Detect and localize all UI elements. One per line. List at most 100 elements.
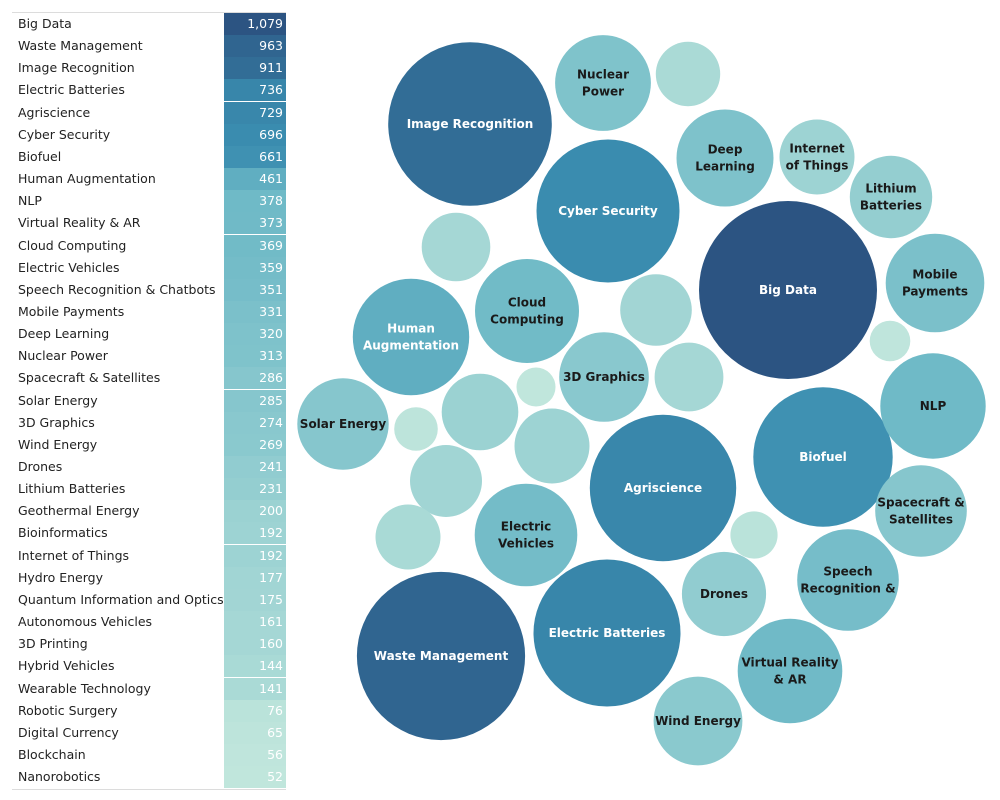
value-cell: 331 (224, 300, 286, 323)
row-label: Hydro Energy (18, 569, 103, 585)
row-value: 144 (259, 658, 283, 674)
value-cell: 52 (224, 766, 286, 789)
bubble-label-line: Drones (700, 587, 748, 601)
value-cell: 729 (224, 101, 286, 124)
bubble-label: Big Data (759, 283, 817, 297)
table-row: Lithium Batteries 231 (12, 478, 286, 501)
row-label: Drones (18, 459, 63, 474)
value-cell: 1,079 (224, 13, 286, 35)
table-row: Autonomous Vehicles 161 (12, 611, 286, 634)
row-label: Blockchain (18, 746, 86, 762)
bubble (352, 278, 470, 396)
table-row: Mobile Payments 331 (12, 300, 286, 323)
row-label: 3D Graphics (18, 414, 95, 430)
bubble-label-line: Solar Energy (300, 417, 387, 431)
bubble-label-line: Agriscience (624, 481, 702, 495)
row-label: Robotic Surgery (18, 702, 118, 718)
table-row: Virtual Reality & AR 373 (12, 212, 286, 235)
value-cell: 65 (224, 721, 286, 744)
row-value: 65 (267, 724, 283, 740)
bubble-label-line: Payments (902, 285, 968, 299)
bubble-label-line: Human (387, 322, 435, 336)
value-cell: 192 (224, 544, 286, 567)
table-row: Blockchain 56 (12, 743, 286, 766)
bubble (388, 42, 552, 206)
row-label: Nanorobotics (18, 769, 101, 785)
value-cell: 911 (224, 57, 286, 80)
value-cell: 241 (224, 456, 286, 478)
bubble (653, 676, 743, 766)
bubble (475, 259, 579, 363)
bubble-label: Virtual Reality & AR (741, 656, 838, 687)
row-label: Electric Vehicles (18, 259, 120, 275)
bubble-label: Cyber Security (558, 204, 658, 218)
bubble-label: Waste Management (374, 649, 509, 663)
row-label: Deep Learning (18, 326, 110, 342)
row-value: 461 (259, 171, 283, 187)
bubble (559, 332, 649, 422)
bubble (655, 41, 721, 107)
table-row: Speech Recognition & Chatbots 351 (12, 278, 286, 301)
value-cell: 461 (224, 168, 286, 191)
bubble-label-line: Spacecraft & (877, 496, 964, 510)
row-value: 141 (259, 680, 283, 696)
value-cell: 378 (224, 190, 286, 213)
value-cell: 359 (224, 256, 286, 279)
bubble-label-line: Electric Batteries (549, 626, 666, 640)
row-label: Autonomous Vehicles (18, 614, 153, 630)
table-row: Big Data 1,079 (12, 13, 286, 35)
bubble-label-line: of Things (786, 159, 849, 173)
value-cell: 696 (224, 123, 286, 146)
row-value: 241 (259, 459, 283, 474)
bubble-label: Deep Learning (695, 143, 755, 174)
bubble (410, 445, 482, 517)
row-label: Cyber Security (18, 126, 111, 142)
bubble (681, 551, 767, 637)
bubble (620, 274, 692, 346)
table-row: Deep Learning 320 (12, 323, 286, 346)
value-cell: 373 (224, 212, 286, 235)
row-label: Lithium Batteries (18, 481, 126, 497)
value-cell: 369 (224, 234, 286, 257)
bubble-label-line: & AR (773, 673, 806, 687)
table-row: Wind Energy 269 (12, 433, 286, 456)
row-value: 175 (259, 591, 283, 607)
value-cell: 56 (224, 743, 286, 766)
row-label: Wearable Technology (18, 680, 151, 696)
bubble-label: Drones (700, 587, 748, 601)
row-label: Image Recognition (18, 60, 135, 76)
row-value: 729 (259, 104, 283, 120)
bubble-label: Spacecraft & Satellites (877, 496, 964, 527)
row-value: 56 (267, 746, 283, 762)
value-cell: 286 (224, 367, 286, 390)
value-cell: 160 (224, 633, 286, 656)
table-row: 3D Printing 160 (12, 633, 286, 656)
table-row: Robotic Surgery 76 (12, 699, 286, 722)
row-value: 320 (259, 326, 283, 342)
row-value: 373 (259, 215, 283, 231)
table-row: Cyber Security 696 (12, 123, 286, 146)
table-row: Nanorobotics 52 (12, 766, 286, 789)
row-label: Cloud Computing (18, 237, 127, 253)
row-label: Big Data (18, 16, 72, 31)
row-value: 192 (259, 547, 283, 563)
row-label: Speech Recognition & Chatbots (18, 281, 216, 297)
value-cell: 192 (224, 522, 286, 545)
value-cell: 231 (224, 478, 286, 501)
row-value: 911 (259, 60, 283, 76)
bubble (869, 320, 911, 362)
row-value: 359 (259, 259, 283, 275)
bubble-label-line: Learning (695, 160, 755, 174)
bubble-label-line: Electric (501, 520, 551, 534)
row-label: Nuclear Power (18, 348, 108, 364)
bubble-label: Speech Recognition & (800, 565, 895, 596)
bubble-label-line: Lithium (865, 182, 916, 196)
bubble (297, 378, 389, 470)
value-cell: 285 (224, 389, 286, 412)
row-value: 76 (267, 702, 283, 718)
bubble (849, 155, 933, 239)
row-value: 963 (259, 38, 283, 54)
bubble-label-line: NLP (920, 399, 947, 413)
row-value: 351 (259, 281, 283, 297)
bubble-label-line: Internet (789, 142, 844, 156)
